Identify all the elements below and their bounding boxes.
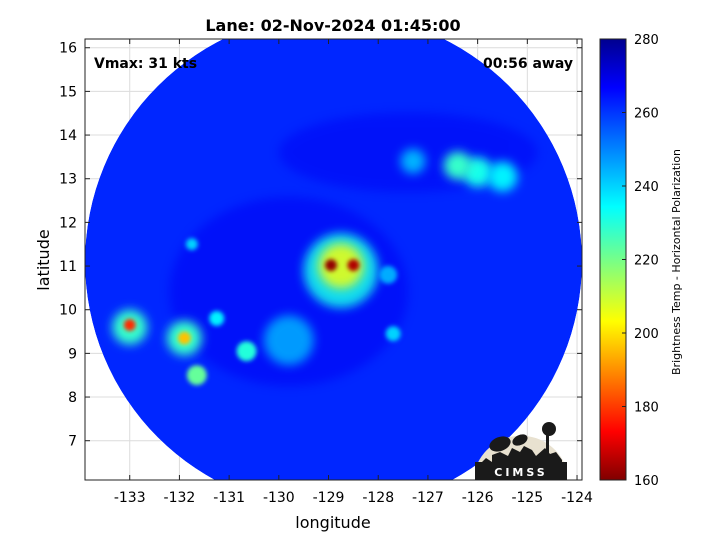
x-tick-label: -125: [511, 490, 543, 506]
feature-west-cell-2: [177, 331, 191, 345]
x-tick-label: -126: [462, 490, 494, 506]
feature-east-cell: [379, 265, 398, 284]
x-tick-label: -124: [561, 490, 593, 506]
x-tick-label: -127: [412, 490, 444, 506]
x-tick-label: -133: [114, 490, 146, 506]
x-tick-label: -128: [362, 490, 394, 506]
feature-eye-core-west: [325, 259, 337, 272]
feature-eye-core-east: [347, 259, 360, 272]
time-offset-annotation: 00:56 away: [483, 56, 573, 72]
feature-west-cell-3: [186, 365, 207, 386]
y-tick-label: 15: [59, 84, 77, 100]
feature-west-cell-6: [185, 238, 198, 251]
x-tick-label: -130: [263, 490, 295, 506]
feature-south-cell: [385, 326, 401, 342]
x-axis-ticks: -133 -132 -131 -130 -129 -128 -127 -126 -125 -124: [114, 39, 593, 506]
logo-text: CIMSS: [494, 466, 547, 479]
feature-inner-convection: [318, 243, 364, 289]
colorbar-tick-label: 220: [634, 254, 659, 269]
feature-west-cell-5: [209, 310, 225, 326]
satellite-swath: [85, 39, 582, 480]
y-tick-label: 9: [68, 346, 77, 362]
y-tick-label: 14: [59, 128, 77, 144]
colorbar-tick-label: 160: [634, 474, 659, 489]
vmax-annotation: Vmax: 31 kts: [94, 56, 197, 72]
y-tick-label: 11: [59, 259, 77, 275]
colorbar-tick-label: 260: [634, 107, 659, 122]
feature-band-ne-4: [400, 148, 426, 174]
plot-area-frame: [84, 38, 583, 481]
cimss-logo: CIMSS: [475, 422, 567, 480]
y-axis-label: latitude: [34, 229, 53, 290]
y-tick-label: 10: [59, 303, 77, 319]
feature-west-cell-1: [123, 319, 136, 331]
y-tick-label: 7: [68, 434, 77, 450]
y-tick-label: 12: [59, 215, 77, 231]
colorbar-ticks: 160 180 200 220 240 260 280: [622, 33, 659, 489]
y-tick-label: 16: [59, 41, 77, 57]
x-tick-label: -132: [164, 490, 196, 506]
colorbar-tick-label: 240: [634, 180, 659, 195]
feature-sw-arc: [263, 315, 314, 366]
colorbar-tick-label: 180: [634, 401, 659, 416]
feature-band-ne-1: [443, 151, 472, 180]
x-axis-label: longitude: [295, 513, 370, 532]
colorbar-tick-label: 200: [634, 327, 659, 342]
x-tick-label: -129: [313, 490, 345, 506]
chart-title: Lane: 02-Nov-2024 01:45:00: [205, 16, 460, 35]
y-tick-label: 8: [68, 390, 77, 406]
y-tick-label: 13: [59, 172, 77, 188]
feature-west-cell-4: [236, 341, 257, 362]
feature-band-ne-3: [487, 161, 518, 192]
colorbar-tick-label: 280: [634, 33, 659, 48]
y-axis-ticks: 7 8 9 10 11 12 13 14 15 16: [59, 41, 582, 450]
x-tick-label: -131: [213, 490, 245, 506]
colorbar-label: Brightness Temp - Horizontal Polarizatio…: [670, 149, 683, 375]
